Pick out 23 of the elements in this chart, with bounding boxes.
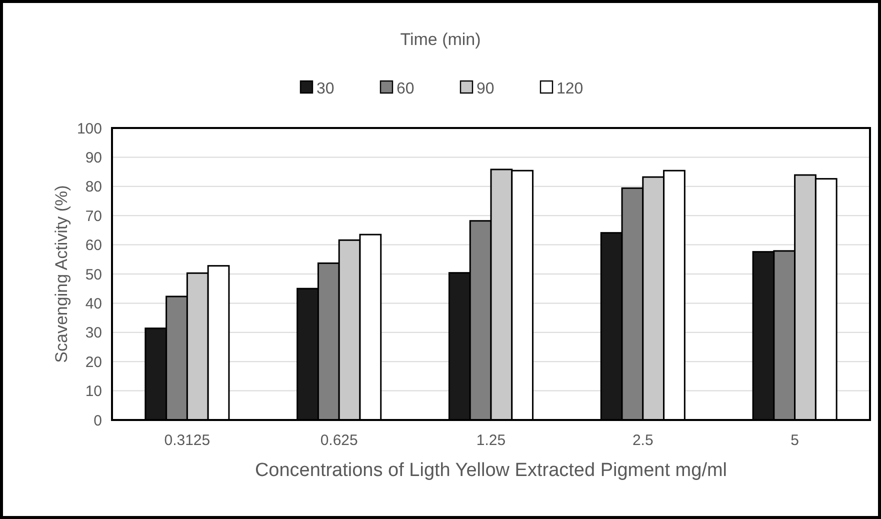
y-tick-label: 70 xyxy=(85,208,102,225)
x-tick-label: 5 xyxy=(790,432,799,449)
y-tick-label: 10 xyxy=(85,383,102,400)
y-tick-label: 20 xyxy=(85,354,102,371)
legend-title: Time (min) xyxy=(400,30,481,49)
y-tick-label: 50 xyxy=(85,266,102,284)
x-tick-label: 2.5 xyxy=(632,432,654,449)
y-tick-label: 30 xyxy=(85,324,102,342)
legend-label: 60 xyxy=(396,80,414,98)
x-tick-label: 0.625 xyxy=(320,432,358,449)
y-tick-label: 90 xyxy=(85,149,102,166)
x-tick-label: 0.3125 xyxy=(164,432,210,449)
y-tick-label: 0 xyxy=(94,412,102,430)
y-tick-label: 80 xyxy=(85,178,102,196)
x-tick-label: 1.25 xyxy=(476,432,506,449)
legend-label: 120 xyxy=(556,80,584,98)
y-tick-label: 60 xyxy=(85,237,102,254)
x-axis-title: Concentrations of Ligth Yellow Extracted Pigment mg/ml xyxy=(254,460,728,481)
legend-label: 90 xyxy=(476,80,494,98)
y-axis-title: Scavenging Activity (%) xyxy=(52,185,71,363)
y-tick-label: 40 xyxy=(85,295,102,312)
legend-label: 30 xyxy=(316,80,334,98)
y-tick-label: 100 xyxy=(76,120,102,138)
